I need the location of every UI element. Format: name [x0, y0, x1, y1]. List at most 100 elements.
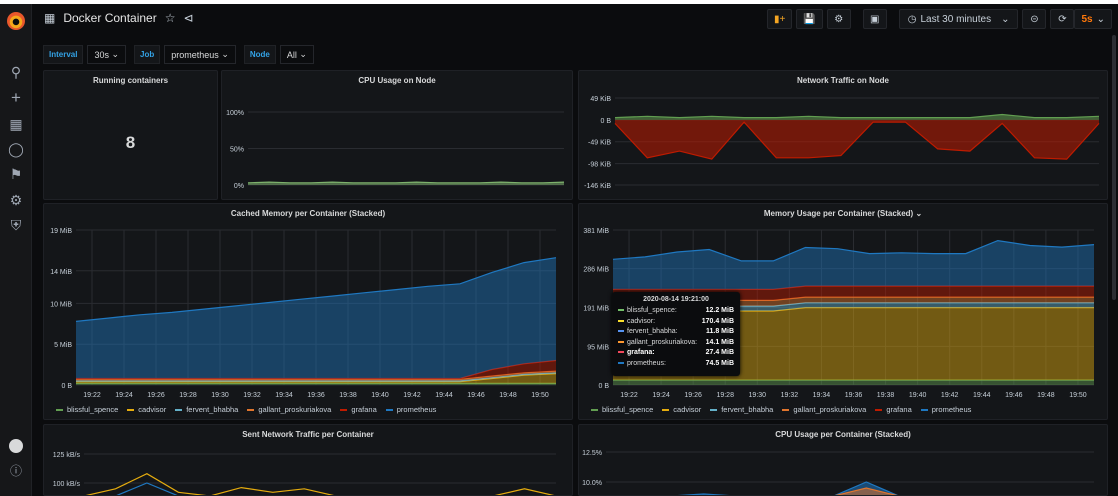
dashboard-settings-button[interactable]: ⚙ — [826, 9, 851, 29]
add-panel-button[interactable]: ▮+ — [766, 9, 793, 29]
plus-icon[interactable]: + — [11, 88, 21, 107]
chart-cached-memory[interactable]: 0 B 5 MiB 10 MiB 14 MiB 19 MiB 19:22 19:24 19:2… — [44, 204, 573, 420]
variable-label-job: Job — [134, 45, 161, 64]
legend-item-prometheus[interactable]: prometheus — [385, 405, 437, 414]
x-tick-label: 19:24 — [115, 392, 133, 399]
series-line-gallant_proskuriakova — [835, 487, 898, 495]
chart-network-node[interactable]: 49 KiB 0 B -49 KiB -98 KiB -146 KiB — [579, 71, 1108, 200]
x-tick-label: 19:32 — [243, 392, 261, 399]
series-line-cadvisor — [76, 373, 557, 383]
time-range-label: Last 30 minutes — [920, 13, 992, 25]
help-icon[interactable]: ⓘ — [9, 464, 22, 478]
x-tick-label: 19:38 — [877, 392, 895, 399]
time-picker-button[interactable]: ◷ Last 30 minutes ⌄ — [898, 9, 1019, 29]
legend-item-grafana[interactable]: grafana — [875, 405, 912, 414]
y-tick-label: 19 MiB — [50, 228, 72, 235]
legend-item-gallant_proskuriakova[interactable]: gallant_proskuriakova — [247, 405, 331, 414]
x-tick-label: 19:48 — [499, 392, 517, 399]
panel-title[interactable]: CPU Usage per Container (Stacked) — [775, 430, 911, 439]
panel-title[interactable]: CPU Usage on Node — [358, 76, 436, 85]
save-icon: 💾 — [803, 13, 816, 25]
variable-select-job[interactable]: prometheus ⌄ — [164, 45, 236, 64]
x-tick-label: 19:22 — [620, 392, 638, 399]
save-dashboard-button[interactable]: 💾 — [796, 9, 823, 29]
legend-label: fervent_bhabha — [721, 405, 774, 414]
tooltip-row: prometheus: 74.5 MiB — [618, 359, 734, 370]
y-tick-label: -146 KiB — [584, 183, 611, 190]
variable-select-interval[interactable]: 30s ⌄ — [87, 45, 127, 64]
chevron-down-icon: ⌄ — [1096, 13, 1105, 25]
refresh-button[interactable]: ⟳ — [1050, 9, 1075, 29]
series-line-grafana — [613, 285, 1094, 291]
variable-label-node: Node — [243, 45, 276, 64]
search-icon[interactable]: ⚲ — [10, 64, 22, 80]
panel-title[interactable]: Network Traffic on Node — [796, 76, 889, 85]
panel-cpu-usage-node[interactable]: CPU Usage on Node 0% 50% 100% — [221, 70, 573, 200]
legend-swatch — [56, 409, 63, 412]
x-tick-label: 19:30 — [211, 392, 229, 399]
tooltip-series-name: fervent_bhabha: — [627, 328, 678, 335]
panel-title[interactable]: Memory Usage per Container (Stacked) ⌄ — [579, 209, 1107, 218]
shield-icon[interactable]: ⛨ — [10, 217, 22, 233]
x-tick-label: 19:48 — [1037, 392, 1055, 399]
panel-cpu-usage-container[interactable]: CPU Usage per Container (Stacked) 10.0% 1… — [578, 424, 1108, 496]
panel-title[interactable]: Running containers — [92, 76, 169, 85]
zoom-out-button[interactable]: ⊝ — [1022, 9, 1047, 29]
panel-network-traffic-node[interactable]: Network Traffic on Node 49 KiB 0 B -49 KiB… — [578, 70, 1108, 200]
share-icon[interactable]: ⊲ — [183, 11, 194, 25]
tooltip-series-name: blissful_spence: — [627, 307, 677, 314]
legend-item-blissful_spence[interactable]: blissful_spence — [591, 405, 653, 414]
legend-swatch — [385, 409, 393, 412]
gear-icon: ⚙ — [834, 13, 844, 25]
legend-label: cadvisor — [673, 405, 702, 414]
legend-item-cadvisor[interactable]: cadvisor — [662, 405, 701, 414]
chart-cpu-container[interactable]: 10.0% 12.5% — [579, 425, 1108, 496]
x-tick-label: 19:26 — [147, 392, 165, 399]
variable-select-node[interactable]: All ⌄ — [279, 45, 314, 64]
legend-item-prometheus[interactable]: prometheus — [920, 405, 971, 414]
series-line-prometheus — [75, 257, 557, 322]
legend-item-cadvisor[interactable]: cadvisor — [127, 405, 166, 414]
legend-item-fervent_bhabha[interactable]: fervent_bhabha — [710, 405, 773, 414]
refresh-interval-picker[interactable]: 5s ⌄ — [1074, 9, 1112, 29]
alerting-bell-icon[interactable]: ⚑ — [9, 166, 23, 182]
series-area-cadvisor — [76, 373, 556, 384]
series-area-prometheus — [76, 257, 556, 379]
panel-running-containers[interactable]: Running containers 8 — [43, 70, 218, 200]
configuration-gear-icon[interactable]: ⚙ — [9, 192, 23, 208]
y-tick-label: 10 MiB — [50, 301, 72, 308]
legend-label: prometheus — [396, 405, 437, 414]
grafana-logo-icon[interactable] — [7, 12, 25, 30]
cycle-view-mode-button[interactable]: ▣ — [862, 9, 887, 29]
series-area-gallant_proskuriakova — [76, 371, 556, 381]
star-icon[interactable]: ☆ — [164, 11, 176, 25]
panel-title[interactable]: Sent Network Traffic per Container — [242, 430, 374, 439]
avatar[interactable] — [9, 439, 23, 453]
series-line-prometheus — [612, 239, 1095, 262]
dashboards-icon[interactable]: ▦ — [9, 116, 23, 132]
legend-swatch — [591, 409, 598, 412]
panel-sent-network-traffic[interactable]: Sent Network Traffic per Container 100 k… — [43, 424, 573, 496]
legend-swatch — [875, 409, 883, 412]
tooltip-series-name: cadvisor: — [627, 317, 656, 325]
legend-item-fervent_bhabha[interactable]: fervent_bhabha — [175, 405, 238, 414]
chart-cpu-node[interactable]: 0% 50% 100% — [222, 71, 573, 200]
tooltip-series-name: gallant_proskuriakova: — [627, 338, 698, 346]
legend-item-blissful_spence[interactable]: blissful_spence — [56, 405, 118, 414]
dashboard-title[interactable]: Docker Container — [63, 11, 157, 25]
chart-sent-network[interactable]: 100 kB/s 125 kB/s — [44, 425, 573, 496]
panel-cached-memory[interactable]: Cached Memory per Container (Stacked) 0 … — [43, 203, 573, 420]
legend-item-grafana[interactable]: grafana — [340, 405, 377, 414]
legend-label: grafana — [351, 405, 377, 414]
window-top-edge — [0, 0, 1118, 4]
tooltip-swatch — [618, 309, 624, 312]
tooltip-row: fervent_bhabha: 11.8 MiB — [618, 327, 734, 338]
series-area-blissful_spence — [613, 380, 1094, 385]
legend-item-gallant_proskuriakova[interactable]: gallant_proskuriakova — [782, 405, 866, 414]
scrollbar[interactable] — [1112, 35, 1116, 300]
chevron-down-icon: ⌄ — [1001, 13, 1010, 25]
panel-title[interactable]: Cached Memory per Container (Stacked) — [230, 209, 386, 218]
legend-swatch — [662, 409, 670, 412]
tooltip-value: 12.2 MiB — [705, 307, 734, 314]
explore-compass-icon[interactable]: ◯ — [8, 141, 24, 157]
